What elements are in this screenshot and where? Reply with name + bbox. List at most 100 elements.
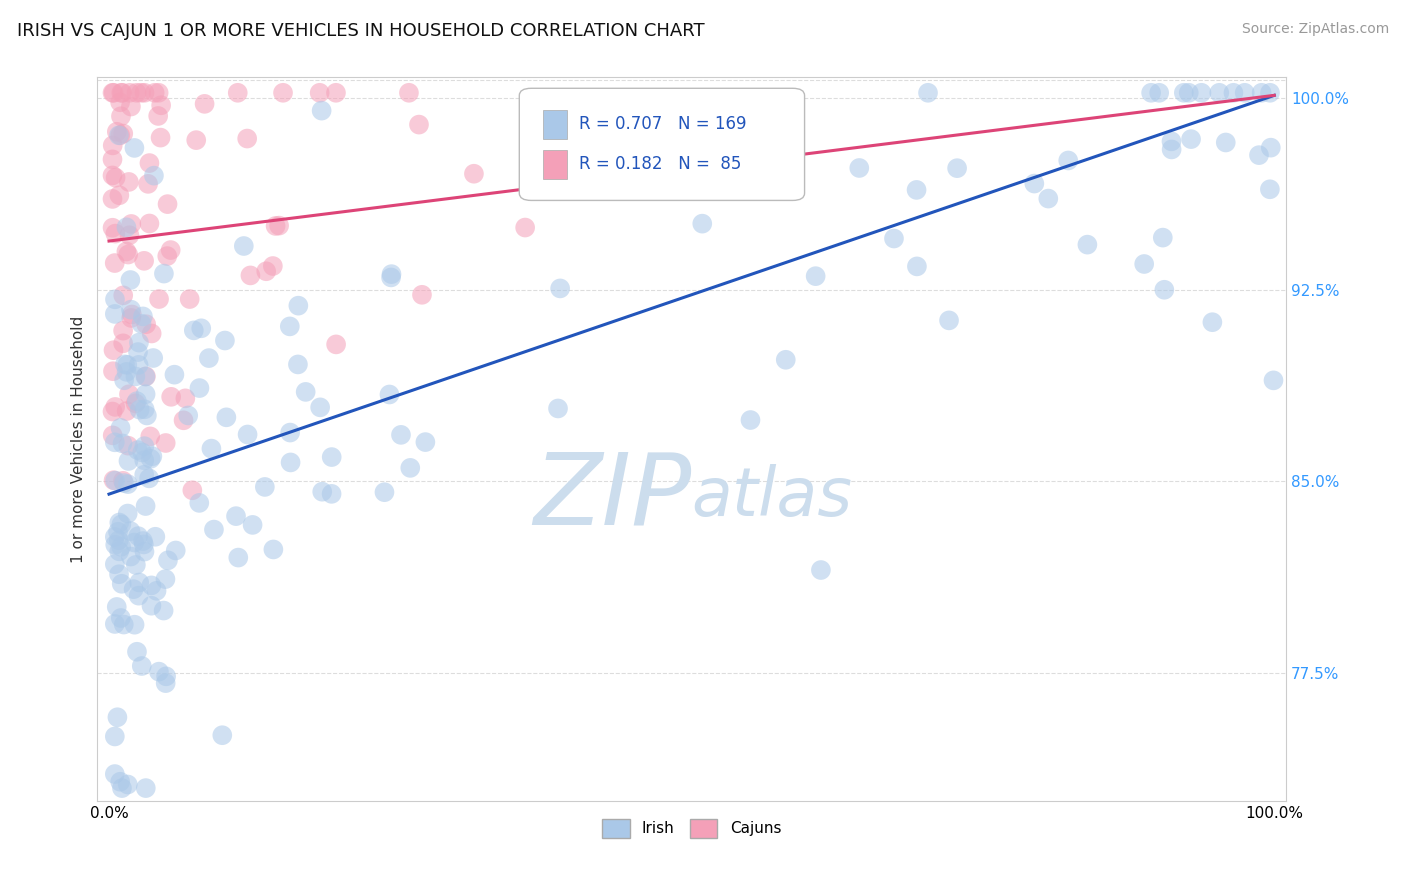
Point	[117, 358, 139, 372]
Point	[108, 774, 131, 789]
Point	[115, 244, 138, 259]
Point	[156, 249, 179, 263]
Point	[131, 445, 153, 459]
Point	[1076, 237, 1098, 252]
Point	[110, 421, 132, 435]
Point	[141, 599, 163, 613]
Point	[108, 516, 131, 530]
Point	[202, 523, 225, 537]
Point	[536, 173, 558, 187]
Point	[107, 710, 129, 724]
Point	[117, 454, 139, 468]
Point	[145, 583, 167, 598]
Text: IRISH VS CAJUN 1 OR MORE VEHICLES IN HOUSEHOLD CORRELATION CHART: IRISH VS CAJUN 1 OR MORE VEHICLES IN HOU…	[17, 22, 704, 40]
Point	[134, 86, 156, 100]
Point	[128, 589, 150, 603]
Point	[134, 453, 156, 467]
Point	[515, 220, 537, 235]
Point	[110, 86, 132, 100]
Point	[135, 317, 157, 331]
Point	[148, 665, 170, 679]
Point	[389, 428, 412, 442]
Point	[211, 728, 233, 742]
Point	[262, 259, 284, 273]
Point	[150, 98, 173, 112]
Point	[194, 96, 217, 111]
Point	[1258, 86, 1281, 100]
Point	[135, 387, 157, 401]
Point	[280, 455, 302, 469]
Point	[1140, 86, 1163, 100]
Point	[804, 269, 827, 284]
Point	[141, 326, 163, 341]
Point	[108, 128, 131, 143]
Point	[179, 292, 201, 306]
Point	[104, 617, 127, 632]
Point	[321, 487, 343, 501]
Point	[411, 287, 433, 301]
Y-axis label: 1 or more Vehicles in Household: 1 or more Vehicles in Household	[72, 316, 86, 563]
Point	[101, 153, 124, 167]
Point	[134, 402, 156, 417]
Point	[104, 767, 127, 781]
Point	[917, 86, 939, 100]
Point	[104, 227, 127, 241]
Point	[143, 530, 166, 544]
Point	[1153, 283, 1175, 297]
Point	[135, 499, 157, 513]
Point	[1201, 315, 1223, 329]
Point	[155, 676, 177, 690]
Point	[129, 86, 152, 100]
Point	[120, 217, 142, 231]
Point	[122, 535, 145, 549]
Point	[160, 390, 183, 404]
Point	[134, 369, 156, 384]
Point	[253, 480, 276, 494]
Point	[810, 563, 832, 577]
Point	[101, 138, 124, 153]
Point	[108, 188, 131, 202]
Point	[138, 471, 160, 485]
Point	[254, 264, 277, 278]
Point	[110, 517, 132, 532]
Point	[311, 484, 333, 499]
Point	[125, 558, 148, 572]
Point	[138, 156, 160, 170]
Point	[124, 369, 146, 384]
Point	[905, 183, 928, 197]
Point	[1250, 86, 1272, 100]
Point	[139, 451, 162, 466]
Point	[111, 474, 134, 488]
Point	[105, 599, 128, 614]
Point	[120, 302, 142, 317]
Point	[117, 507, 139, 521]
Point	[115, 365, 138, 379]
Point	[120, 310, 142, 325]
Point	[1038, 192, 1060, 206]
Point	[174, 392, 197, 406]
Point	[775, 352, 797, 367]
Point	[135, 781, 157, 796]
Point	[124, 396, 146, 410]
Point	[101, 86, 124, 100]
Point	[173, 413, 195, 427]
Point	[139, 429, 162, 443]
Point	[155, 572, 177, 586]
Point	[107, 524, 129, 539]
Point	[271, 86, 294, 100]
Point	[125, 86, 148, 100]
Point	[398, 86, 420, 100]
Point	[148, 86, 170, 100]
Point	[104, 170, 127, 185]
Text: atlas: atlas	[692, 464, 853, 530]
Point	[198, 351, 221, 365]
Point	[163, 368, 186, 382]
Point	[101, 428, 124, 442]
Point	[946, 161, 969, 176]
Point	[547, 401, 569, 416]
Point	[132, 310, 155, 324]
Point	[321, 450, 343, 464]
Point	[309, 401, 332, 415]
Point	[104, 474, 127, 488]
Bar	[543, 150, 567, 178]
